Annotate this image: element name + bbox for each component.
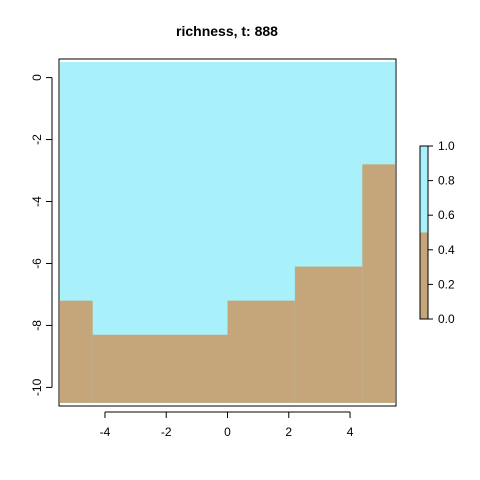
low-value-cell (362, 164, 395, 403)
plot-frame (58, 58, 397, 407)
y-tick-label: -8 (30, 320, 44, 331)
y-tick-label: -6 (30, 258, 44, 269)
legend-low-swatch (420, 232, 428, 319)
legend-tick-label: 0.6 (438, 208, 455, 222)
legend-tick-label: 0.4 (438, 243, 455, 257)
chart-title: richness, t: 888 (176, 23, 278, 39)
x-axis: -4 -2 0 2 4 (100, 411, 354, 439)
legend-tick-label: 0.2 (438, 277, 455, 291)
x-tick-label: 4 (347, 425, 354, 439)
y-tick-label: -10 (30, 378, 44, 396)
plot-area (58, 58, 397, 407)
low-value-cell (227, 300, 295, 403)
y-tick-label: 0 (30, 74, 44, 81)
x-tick-label: 0 (224, 425, 231, 439)
y-axis: 0 -2 -4 -6 -8 -10 (30, 74, 53, 396)
x-tick-label: 2 (285, 425, 292, 439)
low-value-cell (92, 334, 228, 403)
legend-tick-label: 0.8 (438, 174, 455, 188)
legend-frame (419, 145, 429, 320)
low-value-cell (294, 266, 363, 403)
legend-tick-label: 1.0 (438, 139, 455, 153)
color-legend: 0.0 0.2 0.4 0.6 0.8 1.0 (419, 139, 455, 326)
y-tick-label: -2 (30, 134, 44, 145)
legend-high-swatch (420, 146, 428, 233)
low-value-cell (60, 300, 93, 403)
x-tick-label: -4 (100, 425, 111, 439)
legend-tick-label: 0.0 (438, 312, 455, 326)
x-tick-label: -2 (161, 425, 172, 439)
y-tick-label: -4 (30, 196, 44, 207)
